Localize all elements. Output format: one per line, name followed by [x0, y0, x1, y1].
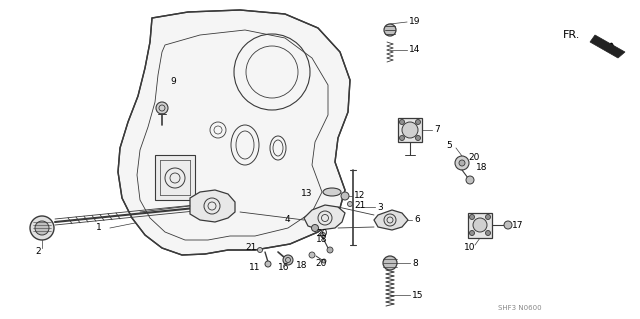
Ellipse shape: [323, 188, 341, 196]
Text: SHF3 N0600: SHF3 N0600: [498, 305, 542, 311]
Circle shape: [415, 120, 420, 124]
Text: 18: 18: [476, 164, 488, 173]
Text: 19: 19: [409, 18, 420, 26]
Text: FR.: FR.: [563, 30, 580, 40]
Circle shape: [384, 24, 396, 36]
Text: 5: 5: [446, 142, 452, 151]
Text: 21: 21: [246, 243, 257, 253]
Polygon shape: [304, 205, 345, 230]
Circle shape: [486, 214, 490, 219]
Text: 1: 1: [96, 224, 102, 233]
Circle shape: [341, 192, 349, 200]
Polygon shape: [190, 190, 235, 222]
Text: 7: 7: [434, 125, 440, 135]
Text: 14: 14: [409, 46, 420, 55]
Circle shape: [321, 233, 326, 238]
Circle shape: [504, 221, 512, 229]
Text: 4: 4: [284, 216, 290, 225]
Circle shape: [265, 261, 271, 267]
Text: 21: 21: [354, 201, 365, 210]
Polygon shape: [468, 213, 492, 238]
Circle shape: [399, 120, 404, 124]
Circle shape: [473, 218, 487, 232]
Text: 20: 20: [468, 153, 479, 162]
Circle shape: [470, 231, 474, 235]
Circle shape: [348, 202, 353, 206]
Text: 15: 15: [412, 291, 424, 300]
Circle shape: [35, 221, 49, 235]
Text: 2: 2: [35, 248, 41, 256]
Circle shape: [383, 256, 397, 270]
Circle shape: [257, 248, 262, 253]
Circle shape: [283, 255, 293, 265]
Circle shape: [312, 225, 319, 232]
Circle shape: [486, 231, 490, 235]
Polygon shape: [374, 210, 408, 230]
Text: 13: 13: [301, 189, 312, 198]
Circle shape: [309, 252, 315, 258]
Circle shape: [156, 102, 168, 114]
Text: 16: 16: [278, 263, 290, 272]
Circle shape: [402, 122, 418, 138]
Polygon shape: [155, 155, 195, 200]
Text: 18: 18: [316, 235, 328, 244]
Text: 10: 10: [464, 243, 476, 253]
Circle shape: [399, 136, 404, 140]
Polygon shape: [118, 10, 350, 255]
Text: 17: 17: [512, 220, 524, 229]
Circle shape: [327, 247, 333, 253]
Circle shape: [415, 136, 420, 140]
Text: 18: 18: [296, 261, 307, 270]
Text: 6: 6: [414, 216, 420, 225]
Text: 9: 9: [170, 78, 176, 86]
Circle shape: [459, 160, 465, 166]
Text: 8: 8: [412, 258, 418, 268]
Text: 20: 20: [315, 258, 326, 268]
Text: 11: 11: [248, 263, 260, 272]
Polygon shape: [590, 35, 625, 58]
Circle shape: [322, 259, 326, 263]
Text: 3: 3: [377, 203, 383, 211]
Circle shape: [470, 214, 474, 219]
Text: 20: 20: [316, 228, 328, 238]
Text: 12: 12: [354, 190, 365, 199]
Polygon shape: [398, 118, 422, 142]
Circle shape: [455, 156, 469, 170]
Circle shape: [30, 216, 54, 240]
Circle shape: [466, 176, 474, 184]
